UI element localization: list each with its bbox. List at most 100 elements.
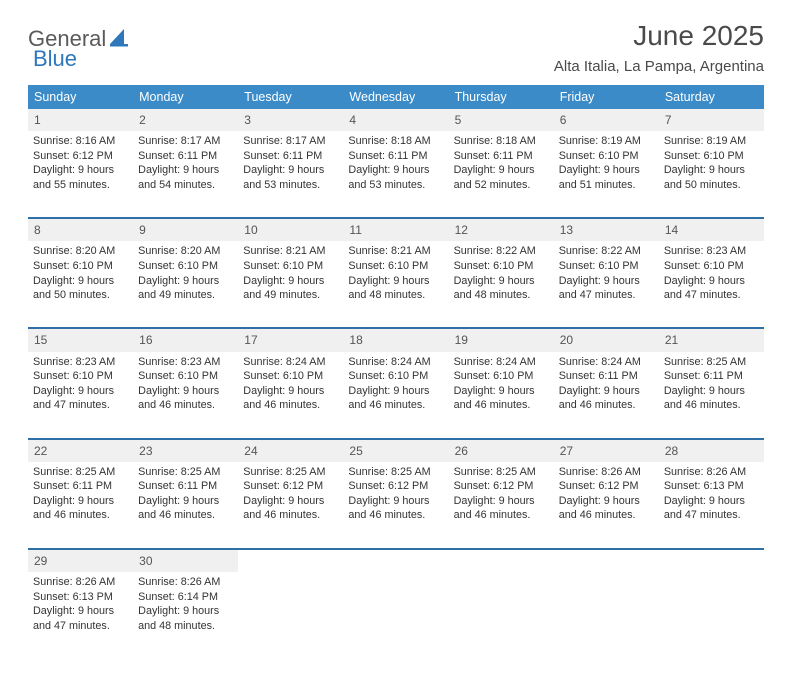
daylight-line: Daylight: 9 hours and 53 minutes.: [348, 163, 443, 192]
day-number: 13: [554, 219, 659, 241]
daylight-line: Daylight: 9 hours and 46 minutes.: [33, 494, 128, 523]
brand-sail-icon: [110, 29, 132, 52]
day-cell: Sunrise: 8:25 AMSunset: 6:11 PMDaylight:…: [28, 462, 133, 548]
daylight-line: Daylight: 9 hours and 51 minutes.: [559, 163, 654, 192]
daylight-line: Daylight: 9 hours and 48 minutes.: [348, 274, 443, 303]
daylight-line: Daylight: 9 hours and 48 minutes.: [138, 604, 233, 633]
sunset-line: Sunset: 6:11 PM: [664, 369, 759, 384]
daylight-line: Daylight: 9 hours and 47 minutes.: [33, 604, 128, 633]
sunrise-line: Sunrise: 8:24 AM: [559, 355, 654, 370]
sunrise-line: Sunrise: 8:19 AM: [559, 134, 654, 149]
daynum-row: 891011121314: [28, 219, 764, 241]
sunrise-line: Sunrise: 8:23 AM: [33, 355, 128, 370]
day-number: 19: [449, 329, 554, 351]
day-cell: Sunrise: 8:24 AMSunset: 6:10 PMDaylight:…: [238, 352, 343, 438]
day-cell: Sunrise: 8:17 AMSunset: 6:11 PMDaylight:…: [133, 131, 238, 217]
day-number: 11: [343, 219, 448, 241]
daylight-line: Daylight: 9 hours and 46 minutes.: [454, 494, 549, 523]
day-header: Monday: [133, 85, 238, 109]
daynum-row: 22232425262728: [28, 440, 764, 462]
sunset-line: Sunset: 6:11 PM: [138, 149, 233, 164]
sunset-line: Sunset: 6:11 PM: [33, 479, 128, 494]
sunset-line: Sunset: 6:12 PM: [33, 149, 128, 164]
sunset-line: Sunset: 6:13 PM: [664, 479, 759, 494]
sunrise-line: Sunrise: 8:21 AM: [243, 244, 338, 259]
sunrise-line: Sunrise: 8:22 AM: [559, 244, 654, 259]
sunset-line: Sunset: 6:10 PM: [664, 259, 759, 274]
day-header: Wednesday: [343, 85, 448, 109]
sunrise-line: Sunrise: 8:17 AM: [243, 134, 338, 149]
sunset-line: Sunset: 6:13 PM: [33, 590, 128, 605]
sunrise-line: Sunrise: 8:25 AM: [243, 465, 338, 480]
day-number: 22: [28, 440, 133, 462]
sunset-line: Sunset: 6:10 PM: [33, 369, 128, 384]
sunrise-line: Sunrise: 8:17 AM: [138, 134, 233, 149]
daylight-line: Daylight: 9 hours and 47 minutes.: [664, 274, 759, 303]
daylight-line: Daylight: 9 hours and 46 minutes.: [243, 494, 338, 523]
day-number: [449, 550, 554, 572]
day-cell: Sunrise: 8:20 AMSunset: 6:10 PMDaylight:…: [133, 241, 238, 327]
daylight-line: Daylight: 9 hours and 54 minutes.: [138, 163, 233, 192]
daynum-row: 1234567: [28, 109, 764, 131]
day-number: 6: [554, 109, 659, 131]
sunrise-line: Sunrise: 8:25 AM: [33, 465, 128, 480]
sunset-line: Sunset: 6:12 PM: [243, 479, 338, 494]
day-number: 30: [133, 550, 238, 572]
sunset-line: Sunset: 6:10 PM: [559, 259, 654, 274]
sunset-line: Sunset: 6:10 PM: [348, 369, 443, 384]
sunrise-line: Sunrise: 8:18 AM: [348, 134, 443, 149]
daylight-line: Daylight: 9 hours and 53 minutes.: [243, 163, 338, 192]
day-header: Thursday: [449, 85, 554, 109]
week-row: Sunrise: 8:26 AMSunset: 6:13 PMDaylight:…: [28, 572, 764, 658]
week-row: Sunrise: 8:16 AMSunset: 6:12 PMDaylight:…: [28, 131, 764, 217]
sunset-line: Sunset: 6:11 PM: [348, 149, 443, 164]
day-cell: Sunrise: 8:22 AMSunset: 6:10 PMDaylight:…: [449, 241, 554, 327]
day-number: 21: [659, 329, 764, 351]
day-number: 9: [133, 219, 238, 241]
day-cell: Sunrise: 8:20 AMSunset: 6:10 PMDaylight:…: [28, 241, 133, 327]
sunset-line: Sunset: 6:10 PM: [243, 369, 338, 384]
daylight-line: Daylight: 9 hours and 46 minutes.: [664, 384, 759, 413]
daynum-row: 15161718192021: [28, 329, 764, 351]
daylight-line: Daylight: 9 hours and 52 minutes.: [454, 163, 549, 192]
sunrise-line: Sunrise: 8:16 AM: [33, 134, 128, 149]
sunset-line: Sunset: 6:10 PM: [243, 259, 338, 274]
day-cell: Sunrise: 8:18 AMSunset: 6:11 PMDaylight:…: [343, 131, 448, 217]
sunrise-line: Sunrise: 8:24 AM: [454, 355, 549, 370]
day-number: 4: [343, 109, 448, 131]
day-cell: Sunrise: 8:22 AMSunset: 6:10 PMDaylight:…: [554, 241, 659, 327]
day-number: 1: [28, 109, 133, 131]
day-number: 27: [554, 440, 659, 462]
day-cell: [449, 572, 554, 658]
sunrise-line: Sunrise: 8:26 AM: [559, 465, 654, 480]
sunset-line: Sunset: 6:11 PM: [559, 369, 654, 384]
sunrise-line: Sunrise: 8:21 AM: [348, 244, 443, 259]
day-number: [343, 550, 448, 572]
day-cell: Sunrise: 8:17 AMSunset: 6:11 PMDaylight:…: [238, 131, 343, 217]
sunset-line: Sunset: 6:11 PM: [454, 149, 549, 164]
day-cell: Sunrise: 8:16 AMSunset: 6:12 PMDaylight:…: [28, 131, 133, 217]
daylight-line: Daylight: 9 hours and 46 minutes.: [348, 384, 443, 413]
header: General June 2025 Alta Italia, La Pampa,…: [28, 20, 764, 75]
daynum-row: 2930: [28, 550, 764, 572]
day-number: 20: [554, 329, 659, 351]
day-number: 5: [449, 109, 554, 131]
day-number: [659, 550, 764, 572]
week-row: Sunrise: 8:23 AMSunset: 6:10 PMDaylight:…: [28, 352, 764, 438]
daylight-line: Daylight: 9 hours and 47 minutes.: [33, 384, 128, 413]
day-number: [554, 550, 659, 572]
day-number: 28: [659, 440, 764, 462]
daylight-line: Daylight: 9 hours and 55 minutes.: [33, 163, 128, 192]
day-cell: [238, 572, 343, 658]
sunset-line: Sunset: 6:14 PM: [138, 590, 233, 605]
day-number: 15: [28, 329, 133, 351]
sunset-line: Sunset: 6:10 PM: [664, 149, 759, 164]
day-cell: Sunrise: 8:23 AMSunset: 6:10 PMDaylight:…: [659, 241, 764, 327]
day-number: 24: [238, 440, 343, 462]
month-title: June 2025: [554, 20, 764, 52]
sunset-line: Sunset: 6:10 PM: [138, 369, 233, 384]
sunrise-line: Sunrise: 8:25 AM: [454, 465, 549, 480]
day-header-row: Sunday Monday Tuesday Wednesday Thursday…: [28, 85, 764, 109]
sunrise-line: Sunrise: 8:25 AM: [348, 465, 443, 480]
sunrise-line: Sunrise: 8:24 AM: [348, 355, 443, 370]
